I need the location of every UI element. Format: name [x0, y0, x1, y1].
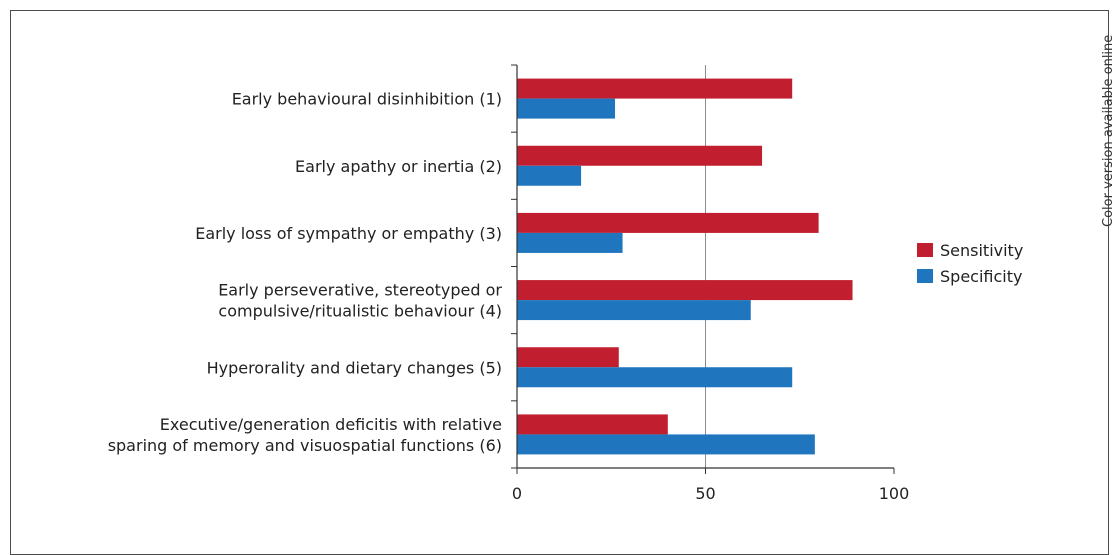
category-label-1: Early behavioural disinhibition (1): [232, 90, 502, 109]
bar-sensitivity-5: [517, 347, 619, 368]
legend-label-sensitivity: Sensitivity: [940, 241, 1023, 260]
legend-label-specificity: Specificity: [940, 267, 1022, 286]
x-tick-label: 0: [512, 484, 522, 503]
bar-sensitivity-3: [517, 212, 819, 233]
category-label-6: Executive/generation deficitis with rela…: [160, 415, 502, 434]
category-label-3: Early loss of sympathy or empathy (3): [195, 224, 502, 243]
bar-chart: 0 50 100 Early behavioural disinhibition (1…: [108, 64, 1023, 503]
category-label-4: Early perseverative, stereotyped or: [218, 281, 502, 300]
bar-sensitivity-1: [517, 78, 793, 99]
category-label-6: sparing of memory and visuospatial funct…: [108, 436, 502, 455]
bar-specificity-5: [517, 367, 793, 388]
x-tick-label: 50: [695, 484, 715, 503]
legend-swatch-specificity: [917, 269, 933, 283]
bar-specificity-6: [517, 434, 815, 455]
category-label-4: compulsive/ritualistic behaviour (4): [218, 302, 502, 321]
color-version-note-text: Color version available online: [1101, 34, 1116, 227]
bar-specificity-1: [517, 98, 616, 119]
category-label-2: Early apathy or inertia (2): [295, 157, 502, 176]
bar-specificity-3: [517, 232, 623, 253]
bar-sensitivity-4: [517, 280, 853, 301]
category-label-5: Hyperorality and dietary changes (5): [207, 358, 502, 377]
bar-sensitivity-2: [517, 145, 763, 166]
color-version-note: Color version available online: [1098, 12, 1120, 232]
legend-swatch-sensitivity: [917, 243, 933, 257]
bar-specificity-2: [517, 165, 582, 186]
bar-specificity-4: [517, 300, 751, 321]
x-tick-label: 100: [879, 484, 910, 503]
bar-sensitivity-6: [517, 414, 668, 435]
